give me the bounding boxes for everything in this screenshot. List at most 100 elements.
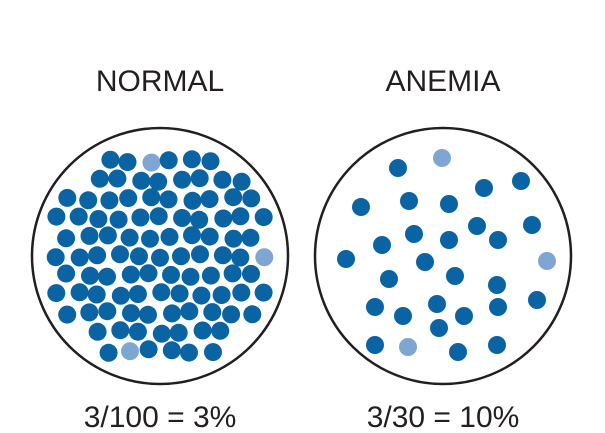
red-blood-cell	[47, 207, 66, 226]
red-blood-cell	[130, 247, 148, 266]
red-blood-cell	[132, 171, 151, 190]
red-blood-cell	[98, 267, 116, 286]
red-blood-cell	[119, 189, 138, 208]
red-blood-cell	[163, 304, 181, 323]
red-blood-cell	[523, 216, 541, 234]
red-blood-cell	[211, 321, 230, 340]
red-blood-cell	[89, 210, 108, 228]
red-blood-cell	[70, 283, 89, 302]
red-blood-cell	[101, 150, 120, 169]
red-blood-cell	[201, 152, 220, 171]
red-blood-cell	[489, 231, 507, 249]
red-blood-cell	[223, 264, 242, 283]
red-blood-cell	[111, 245, 129, 264]
red-blood-cell	[232, 172, 251, 191]
normal-title: NORMAL	[96, 65, 224, 98]
anemia-field-circle	[313, 126, 573, 386]
red-blood-cell	[222, 305, 241, 324]
red-blood-cell	[180, 302, 199, 321]
red-blood-cell	[373, 236, 391, 254]
red-blood-cell	[449, 343, 467, 361]
red-blood-cell	[131, 208, 150, 227]
red-blood-cell	[80, 303, 99, 322]
red-blood-cell	[446, 267, 464, 285]
red-blood-cell	[405, 225, 423, 243]
red-blood-cell	[183, 191, 202, 210]
red-blood-cell	[139, 305, 157, 324]
red-blood-cell	[139, 340, 158, 359]
red-blood-cell	[169, 323, 188, 342]
red-blood-cell	[213, 170, 232, 189]
red-blood-cell	[475, 179, 493, 197]
red-blood-cell	[337, 250, 355, 268]
red-blood-cell	[139, 264, 158, 283]
normal-formula: 3/100 = 3%	[84, 401, 237, 433]
red-blood-cell	[182, 150, 201, 169]
red-blood-cell	[79, 191, 98, 210]
red-blood-cell	[455, 307, 473, 325]
red-blood-cell	[200, 190, 219, 209]
red-blood-cell	[243, 305, 262, 324]
anemia-cell-group	[337, 149, 556, 361]
red-blood-cell	[204, 343, 222, 362]
red-blood-cell	[159, 190, 178, 209]
red-blood-cell	[241, 228, 260, 247]
red-blood-cell	[428, 295, 446, 313]
normal-panel: NORMAL 3/100 = 3%	[30, 65, 290, 433]
red-blood-cell	[231, 207, 250, 226]
red-blood-cell	[99, 343, 118, 362]
red-blood-cell	[80, 226, 99, 245]
red-blood-cell	[141, 229, 159, 248]
reticulocyte-cell	[399, 338, 417, 356]
red-blood-cell	[88, 322, 107, 341]
red-blood-cell	[180, 343, 198, 362]
red-blood-cell	[242, 189, 261, 208]
red-blood-cell	[159, 151, 178, 170]
red-blood-cell	[488, 336, 506, 354]
reticulocyte-cell	[538, 252, 556, 270]
red-blood-cell	[224, 188, 243, 207]
red-blood-cell	[173, 209, 192, 227]
red-blood-cell	[128, 322, 147, 341]
red-blood-cell	[380, 270, 398, 288]
red-blood-cell	[142, 188, 161, 207]
red-blood-cell	[489, 298, 507, 316]
red-blood-cell	[47, 284, 66, 303]
red-blood-cell	[128, 285, 147, 303]
red-blood-cell	[416, 253, 434, 271]
red-blood-cell	[58, 305, 77, 324]
anemia-panel: ANEMIA 3/30 = 10%	[313, 65, 573, 433]
red-blood-cell	[90, 169, 109, 188]
reticulocyte-cell	[255, 248, 274, 267]
red-blood-cell	[242, 264, 260, 283]
red-blood-cell	[46, 248, 65, 267]
red-blood-cell	[109, 210, 128, 229]
red-blood-cell	[254, 208, 273, 227]
red-blood-cell	[162, 265, 180, 284]
reticulocyte-cell	[433, 149, 451, 167]
red-blood-cell	[70, 248, 89, 267]
red-blood-cell	[162, 341, 181, 360]
red-blood-cell	[190, 169, 209, 188]
red-blood-cell	[181, 267, 200, 286]
red-blood-cell	[440, 195, 458, 213]
red-blood-cell	[98, 226, 117, 245]
red-blood-cell	[254, 283, 273, 302]
red-blood-cell	[58, 188, 77, 207]
red-blood-cell	[430, 319, 448, 337]
red-blood-cell	[213, 246, 232, 265]
red-blood-cell	[100, 191, 119, 210]
red-blood-cell	[212, 286, 231, 304]
red-blood-cell	[201, 266, 220, 285]
red-blood-cell	[151, 248, 169, 267]
red-blood-cell	[488, 276, 506, 294]
red-blood-cell	[111, 286, 130, 305]
red-blood-cell	[108, 169, 127, 188]
red-blood-cell	[192, 286, 211, 305]
red-blood-cell	[193, 321, 212, 340]
red-blood-cell	[160, 227, 179, 246]
reticulocyte-cell	[121, 342, 139, 361]
normal-cell-group	[46, 150, 274, 362]
red-blood-cell	[149, 172, 168, 191]
